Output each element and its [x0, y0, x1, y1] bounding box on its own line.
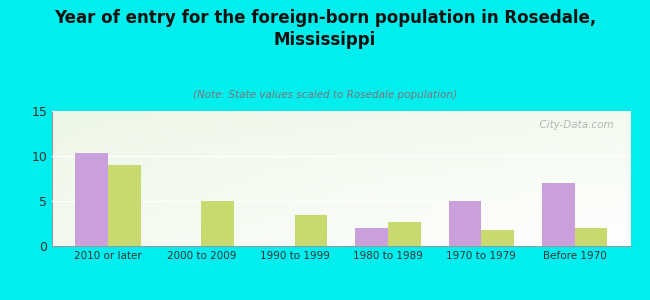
Bar: [75, 153, 108, 246]
Bar: [388, 222, 421, 246]
Text: (Note: State values scaled to Rosedale population): (Note: State values scaled to Rosedale p…: [193, 90, 457, 100]
Bar: [294, 214, 327, 246]
Bar: [481, 230, 514, 246]
Text: Year of entry for the foreign-born population in Rosedale,
Mississippi: Year of entry for the foreign-born popul…: [54, 9, 596, 49]
Bar: [202, 201, 234, 246]
Bar: [108, 165, 140, 246]
Bar: [356, 228, 388, 246]
Bar: [542, 183, 575, 246]
Bar: [448, 201, 481, 246]
Text: City-Data.com: City-Data.com: [532, 120, 613, 130]
Bar: [575, 228, 607, 246]
Legend: Rosedale, Mississippi: Rosedale, Mississippi: [247, 296, 436, 300]
